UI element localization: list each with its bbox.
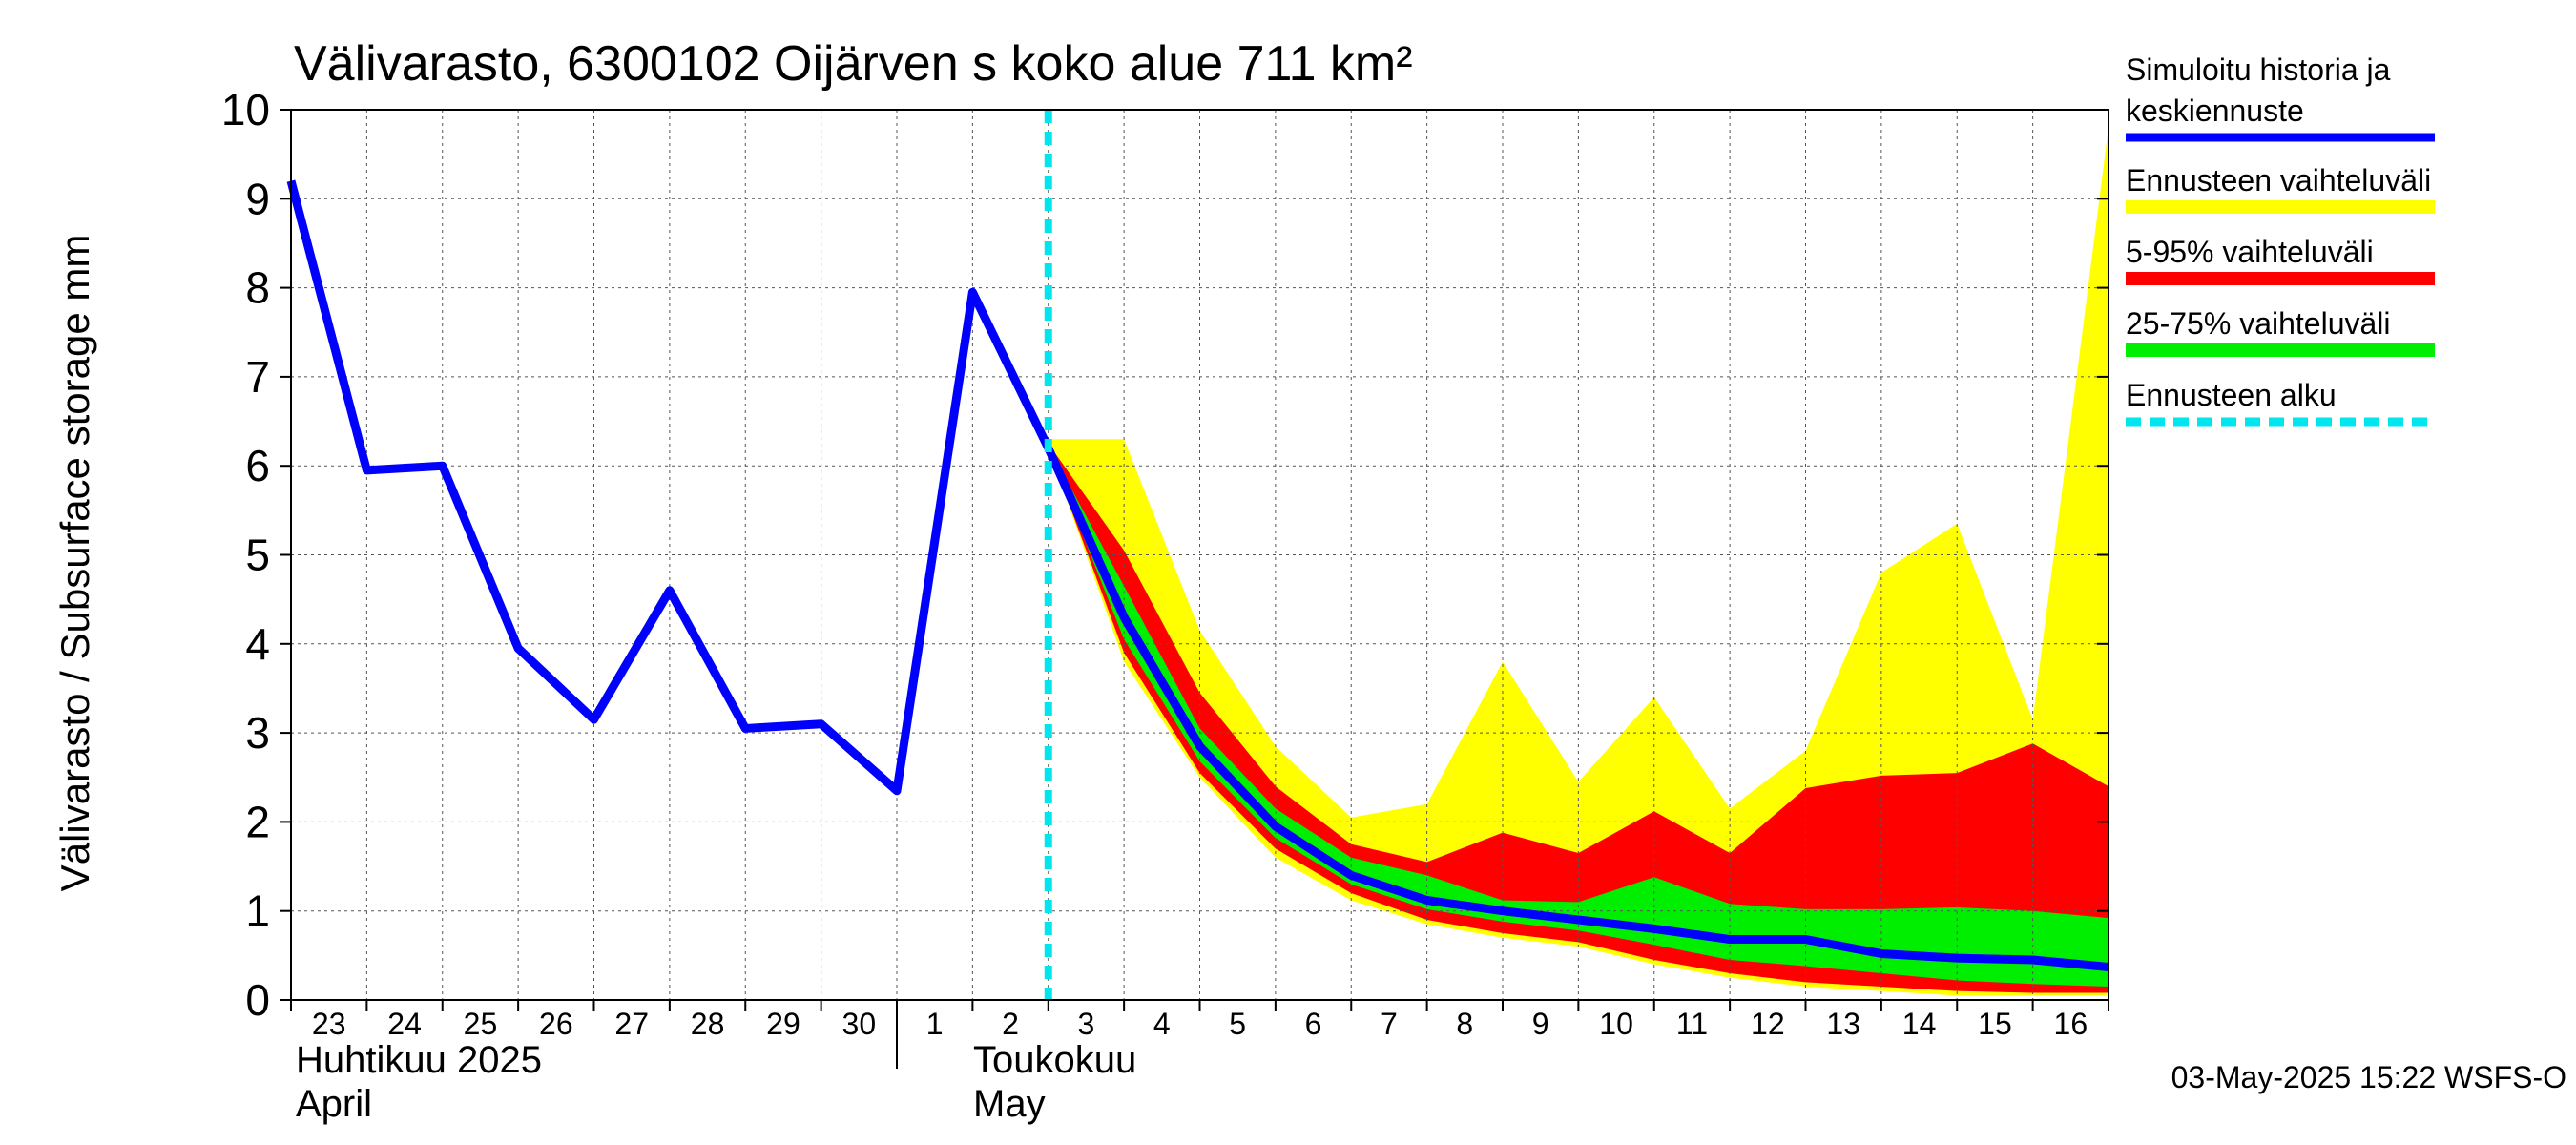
data-lines — [286, 110, 2109, 1000]
chart-title: Välivarasto, 6300102 Oijärven s koko alu… — [294, 36, 1413, 92]
legend-label-history: Simuloitu historia ja — [2126, 52, 2391, 87]
x-axis: 23 24 25 26 27 28 29 30 1 2 3 4 5 6 7 8 9 10 11 12 13 14 15 16H… — [290, 1000, 2109, 1125]
legend-label-forecast-start: Ennusteen alku — [2126, 378, 2337, 412]
grid-lines — [291, 110, 2109, 1000]
y-tick-label: 5 — [245, 531, 270, 580]
x-tick-label: 15 — [1978, 1007, 2012, 1041]
y-tick-label: 7 — [245, 352, 270, 402]
y-tick-label: 3 — [245, 708, 270, 758]
x-tick-label: 4 — [1153, 1007, 1171, 1041]
x-tick-label: 2 — [1002, 1007, 1019, 1041]
legend: Simuloitu historia ja keskiennuste Ennus… — [2126, 52, 2435, 427]
x-tick-label: 7 — [1381, 1007, 1398, 1041]
y-axis: 0 1 2 3 4 5 6 7 8 9 10 — [221, 85, 2109, 1025]
y-tick-label: 6 — [245, 441, 270, 490]
legend-label-range: Ennusteen vaihteluväli — [2126, 163, 2431, 198]
x-tick-label: 14 — [1902, 1007, 1937, 1041]
timestamp-footer: 03-May-2025 15:22 WSFS-O — [2171, 1060, 2566, 1094]
x-tick-label: 27 — [614, 1007, 649, 1041]
x-tick-label: 13 — [1826, 1007, 1860, 1041]
x-tick-label: 12 — [1751, 1007, 1785, 1041]
x-tick-label: 16 — [2054, 1007, 2088, 1041]
y-tick-label: 10 — [221, 85, 270, 135]
x-tick-label: 28 — [691, 1007, 725, 1041]
x-tick-label: 8 — [1456, 1007, 1473, 1041]
y-tick-label: 4 — [245, 619, 270, 669]
legend-label-5-95: 5-95% vaihteluväli — [2126, 235, 2374, 269]
x-tick-label: 29 — [766, 1007, 800, 1041]
x-tick-label: 30 — [842, 1007, 877, 1041]
x-tick-label: 5 — [1229, 1007, 1246, 1041]
month-label-en: April — [296, 1083, 372, 1125]
x-tick-label: 9 — [1532, 1007, 1549, 1041]
x-tick-label: 10 — [1599, 1007, 1633, 1041]
history-line — [286, 179, 1052, 796]
x-tick-label: 3 — [1078, 1007, 1095, 1041]
median-forecast-line — [1044, 446, 2109, 971]
x-tick-label: 26 — [539, 1007, 573, 1041]
x-tick-label: 25 — [464, 1007, 498, 1041]
y-tick-label: 1 — [245, 886, 270, 936]
y-tick-label: 9 — [245, 174, 270, 223]
legend-label-history-2: keskiennuste — [2126, 94, 2304, 128]
month-label: Toukokuu — [973, 1039, 1136, 1081]
x-tick-label: 23 — [312, 1007, 346, 1041]
band-0 — [1048, 127, 2109, 996]
x-tick-label: 6 — [1305, 1007, 1322, 1041]
y-tick-label: 2 — [245, 797, 270, 846]
y-axis-label: Välivarasto / Subsurface storage mm — [52, 235, 97, 892]
legend-label-25-75: 25-75% vaihteluväli — [2126, 306, 2391, 341]
y-tick-label: 8 — [245, 263, 270, 313]
x-tick-label: 24 — [387, 1007, 422, 1041]
x-tick-label: 1 — [926, 1007, 944, 1041]
y-tick-label: 0 — [245, 975, 270, 1025]
x-tick-label: 11 — [1676, 1007, 1708, 1041]
month-label: Huhtikuu 2025 — [296, 1039, 542, 1081]
month-label-en: May — [973, 1083, 1046, 1125]
